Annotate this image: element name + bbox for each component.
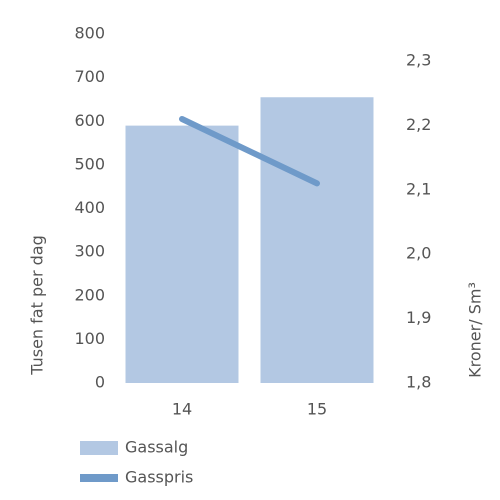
y-axis-title: Tusen fat per dag: [28, 235, 47, 375]
y2-tick-label: 2,2: [406, 115, 431, 134]
line: [179, 115, 320, 187]
y-tick-label: 0: [95, 373, 105, 392]
bar: [260, 97, 374, 383]
x-tick-label: 14: [172, 400, 192, 419]
bar: [125, 125, 239, 384]
y-tick-label: 700: [74, 67, 105, 86]
y-tick-label: 100: [74, 329, 105, 348]
y2-tick-label: 1,9: [406, 308, 431, 327]
y-tick-label: 800: [74, 24, 105, 43]
y2-tick-label: 2,1: [406, 179, 431, 198]
y-tick-label: 200: [74, 285, 105, 304]
y-tick-label: 500: [74, 154, 105, 173]
legend-label: Gasspris: [125, 468, 193, 487]
y2-tick-label: 2,0: [406, 244, 431, 263]
y-tick-label: 600: [74, 111, 105, 130]
y-tick-label: 400: [74, 198, 105, 217]
y2-axis-title: Kroner/ Sm³: [466, 282, 485, 378]
x-tick-label: 15: [307, 400, 327, 419]
legend-swatch: [80, 441, 118, 455]
y-tick-label: 300: [74, 242, 105, 261]
y2-tick-label: 2,3: [406, 51, 431, 70]
legend-label: Gassalg: [125, 438, 188, 457]
y2-tick-label: 1,8: [406, 373, 431, 392]
